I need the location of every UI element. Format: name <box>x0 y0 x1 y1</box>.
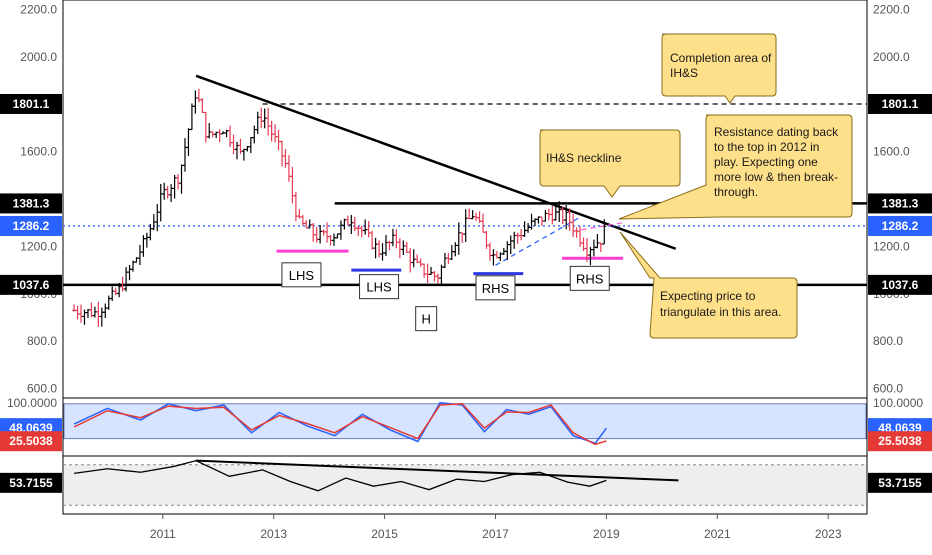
rsi-tick-right-0: 100.0000 <box>873 396 923 410</box>
rsi-band <box>63 403 867 440</box>
price-tick-right-0: 600.0 <box>873 382 903 396</box>
price-badge-left-1: 1381.3 <box>13 196 50 210</box>
price-tick-right-1: 800.0 <box>873 334 903 348</box>
price-badge-left-bg-2 <box>0 215 62 236</box>
rsi-series-1 <box>73 403 607 446</box>
callout-completion-line-2: IH&S <box>670 66 698 80</box>
pattern-label-box-4 <box>569 265 610 291</box>
price-badge-left-bg-1 <box>0 193 62 214</box>
price-tick-right-4: 1600.0 <box>873 145 910 159</box>
pattern-label-2: H <box>421 312 430 327</box>
trendline-rising-5 <box>495 217 579 266</box>
price-badge-right-0: 1801.1 <box>882 97 919 111</box>
price-tick-right-6: 2200.0 <box>873 2 910 16</box>
callout-resistance-line-5: through. <box>714 185 758 199</box>
price-badge-right-bg-3 <box>868 274 932 295</box>
x-tick-0: 2011 <box>150 527 176 541</box>
price-badge-right-bg-1 <box>868 193 932 214</box>
pattern-label-box-0 <box>281 262 322 288</box>
callout-resistance-box <box>618 114 853 220</box>
x-tick-3: 2017 <box>482 527 509 541</box>
x-tick-4: 2019 <box>593 527 620 541</box>
price-tick-left-4: 1600.0 <box>20 145 57 159</box>
callout-resistance-line-3: play. Expecting one <box>714 155 818 169</box>
price-tick-left-3: 1200.0 <box>20 239 57 253</box>
rsi-badge-right-bg-1 <box>868 431 932 452</box>
x-tick-5: 2021 <box>704 527 731 541</box>
price-axis-layer: 600.0600.0800.0800.01000.01000.01200.012… <box>20 2 910 395</box>
osc-badge-right-0: 53.7155 <box>878 476 922 490</box>
price-badge-right-1: 1381.3 <box>882 196 919 210</box>
price-badge-right-2: 1286.2 <box>882 219 919 233</box>
price-tick-left-5: 2000.0 <box>20 50 57 64</box>
price-bars-layer <box>72 88 607 327</box>
pattern-label-3: RHS <box>482 281 510 296</box>
price-badge-left-3: 1037.6 <box>13 278 50 292</box>
callout-resistance: Resistance dating back to the top in 201… <box>618 114 853 220</box>
pattern-label-layer: LHS LHS H RHS RHS <box>281 262 610 332</box>
callout-triangulate: Expecting price to triangulate in this a… <box>619 231 798 339</box>
trendline-resistance-0 <box>195 74 677 250</box>
price-badge-right-3: 1037.6 <box>882 278 919 292</box>
pattern-label-4: RHS <box>576 271 604 286</box>
price-badge-right-bg-2 <box>868 215 932 236</box>
pattern-layer <box>276 249 624 276</box>
price-tick-right-5: 2000.0 <box>873 50 910 64</box>
pattern-label-box-2 <box>415 306 438 332</box>
pattern-label-0: LHS <box>289 268 315 283</box>
callout-triangulate-box <box>619 231 798 339</box>
price-badge-left-bg-0 <box>0 93 62 114</box>
x-axis-layer: 2011 2013 2015 2017 2019 2021 2023 <box>150 514 842 541</box>
rsi-tick-left-0: 100.0000 <box>7 396 57 410</box>
price-badge-right-bg-0 <box>868 93 932 114</box>
callout-triangulate-line-1: Expecting price to <box>660 289 756 303</box>
osc-series-0 <box>73 459 607 492</box>
osc-badge-left-bg-0 <box>0 472 62 493</box>
callout-neckline-line-1: IH&S neckline <box>546 151 622 165</box>
price-tick-left-1: 800.0 <box>27 334 57 348</box>
x-tick-2: 2015 <box>371 527 398 541</box>
callout-completion-line-1: Completion area of <box>670 51 772 65</box>
price-badge-left-bg-3 <box>0 274 62 295</box>
pattern-label-box-1 <box>359 274 400 300</box>
price-tick-left-0: 600.0 <box>27 382 57 396</box>
callout-completion-area: Completion area of IH&S <box>661 33 777 104</box>
callout-completion-area-box <box>661 33 777 104</box>
callout-neckline-box <box>539 129 681 198</box>
callout-triangulate-line-2: triangulate in this area. <box>660 305 781 319</box>
price-badge-left-2: 1286.2 <box>13 219 50 233</box>
price-tick-left-6: 2200.0 <box>20 2 57 16</box>
pattern-label-1: LHS <box>366 280 392 295</box>
price-tick-right-3: 1200.0 <box>873 239 910 253</box>
rsi-badge-right-1: 25.5038 <box>878 434 922 448</box>
x-tick-6: 2023 <box>815 527 842 541</box>
osc-badge-right-bg-0 <box>868 472 932 493</box>
price-badge-layer: 1801.1 1801.1 1381.3 1381.3 1286.2 1286.2 1037… <box>0 93 932 295</box>
callout-resistance-line-4: more low & then break- <box>714 170 838 184</box>
callout-resistance-line-1: Resistance dating back <box>714 125 839 139</box>
trendline-rising-6 <box>581 222 624 231</box>
rsi-badge-left-1: 25.5038 <box>9 434 53 448</box>
osc-trendline <box>196 459 679 482</box>
pattern-label-box-3 <box>475 275 516 301</box>
x-tick-1: 2013 <box>260 527 287 541</box>
volume-layer: 53.7155 53.7155 <box>0 459 932 506</box>
callout-resistance-line-2: to the top in 2012 in <box>714 140 819 154</box>
price-badge-left-0: 1801.1 <box>13 97 50 111</box>
rsi-badge-left-bg-1 <box>0 431 62 452</box>
callout-neckline: IH&S neckline <box>539 129 681 198</box>
osc-badge-left-0: 53.7155 <box>9 476 53 490</box>
